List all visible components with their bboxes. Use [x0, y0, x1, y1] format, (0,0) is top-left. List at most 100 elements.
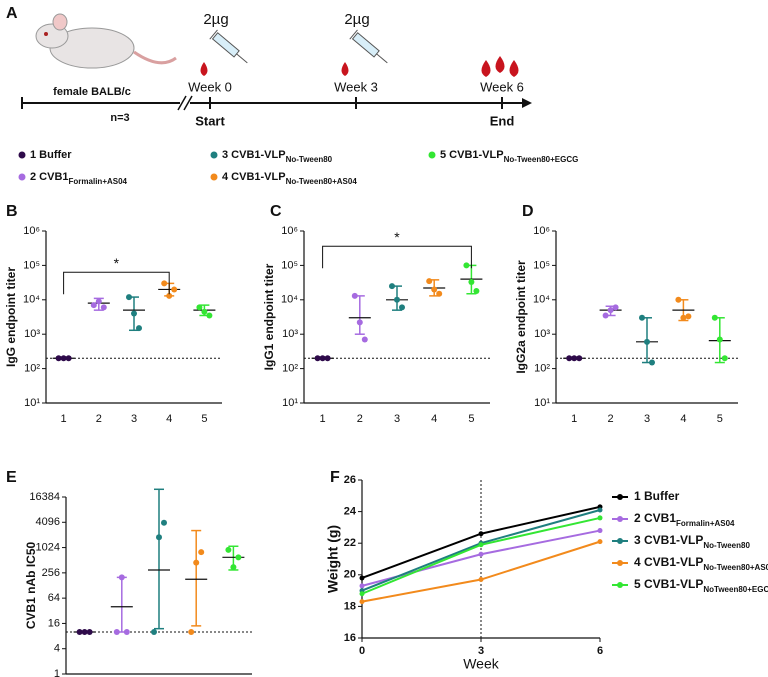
significance-bracket — [63, 271, 170, 295]
data-point — [123, 629, 130, 636]
significance-label: * — [394, 229, 400, 245]
x-axis-label: Week — [463, 656, 500, 672]
data-point — [136, 325, 142, 332]
legend-marker — [428, 151, 436, 159]
y-tick-label: 24 — [344, 506, 357, 518]
data-point — [156, 534, 162, 541]
x-tick-label: 4 — [431, 413, 437, 425]
panel-letter: A — [6, 5, 18, 22]
y-tick-label: 10² — [534, 363, 550, 375]
legend-marker — [18, 173, 26, 181]
label-name: 2 CVB1 — [30, 171, 69, 183]
data-point — [716, 336, 723, 343]
y-tick-label: 16 — [48, 617, 60, 629]
y-tick-label: 10³ — [282, 328, 298, 340]
x-tick-label: 3 — [644, 413, 650, 425]
x-tick-label: 2 — [608, 413, 614, 425]
y-tick-label: 10² — [24, 363, 40, 375]
y-tick-label: 4096 — [36, 516, 60, 528]
label-subscript: No-Tween80+AS04 — [703, 563, 768, 572]
x-tick-label: 3 — [394, 413, 400, 425]
y-tick-label: 256 — [42, 567, 60, 579]
data-point — [426, 278, 433, 285]
label-subscript: Formalin+AS04 — [69, 177, 128, 186]
data-point — [612, 304, 619, 311]
data-point — [597, 515, 603, 521]
axis-break — [183, 95, 193, 111]
blood-drop — [481, 60, 491, 77]
significance-label: * — [114, 255, 120, 271]
y-tick-label: 10⁴ — [533, 294, 550, 306]
label-name: 5 CVB1-VLP — [440, 149, 504, 161]
y-tick-label: 26 — [344, 474, 356, 486]
x-tick-label: 2 — [357, 413, 363, 425]
group-size: n=3 — [110, 112, 129, 124]
data-point — [359, 591, 365, 597]
data-point — [55, 355, 62, 362]
blood-drop — [509, 60, 519, 77]
data-point — [468, 278, 475, 285]
data-point — [478, 577, 484, 583]
panel-letter: B — [6, 203, 18, 220]
end-label: End — [490, 113, 515, 128]
legend-marker — [210, 173, 218, 181]
data-point — [65, 355, 72, 362]
data-point — [359, 599, 365, 605]
data-point — [680, 314, 687, 321]
syringe — [209, 29, 248, 64]
dose-label: 2µg — [203, 11, 228, 28]
data-point — [399, 304, 405, 311]
x-tick-label: 2 — [96, 413, 102, 425]
data-point — [394, 296, 400, 303]
week-label: Week 6 — [480, 79, 524, 94]
data-point — [431, 286, 438, 293]
y-tick-label: 20 — [344, 569, 356, 581]
data-point — [597, 507, 603, 513]
data-point — [196, 304, 203, 311]
data-point — [188, 629, 195, 636]
mouse-label: female BALB/c — [53, 86, 131, 98]
legend-marker — [210, 151, 218, 159]
data-point — [131, 310, 137, 317]
data-point — [602, 312, 609, 319]
legend-marker — [617, 582, 623, 588]
y-tick-label: 10⁶ — [23, 225, 40, 237]
data-point — [319, 355, 326, 362]
label-subscript: No-Tween80+EGCG — [504, 155, 579, 164]
data-point — [597, 539, 603, 545]
syringe — [349, 29, 388, 64]
y-tick-label: 16384 — [29, 491, 60, 503]
legend-label: 5 CVB1-VLPNoTween80+EGCG — [634, 577, 768, 593]
label-subscript: NoTween80+EGCG — [703, 585, 768, 594]
y-tick-label: 10⁶ — [533, 225, 550, 237]
data-point — [576, 355, 583, 362]
data-point — [361, 336, 368, 343]
label-name: 3 CVB1-VLP — [634, 533, 703, 547]
data-point — [161, 519, 167, 526]
data-point — [126, 294, 132, 301]
data-point — [166, 292, 173, 299]
data-point — [478, 551, 484, 557]
label-name: 5 CVB1-VLP — [634, 577, 703, 591]
data-point — [198, 549, 205, 556]
y-tick-label: 10⁴ — [281, 294, 298, 306]
y-tick-label: 10¹ — [282, 397, 298, 409]
y-tick-label: 10⁵ — [281, 259, 298, 271]
y-tick-label: 4 — [54, 643, 60, 655]
axis-break — [177, 95, 187, 111]
mouse-tail — [133, 50, 177, 65]
data-point — [721, 355, 728, 362]
data-point — [314, 355, 321, 362]
data-point — [675, 296, 682, 303]
data-point — [607, 307, 614, 314]
data-point — [161, 280, 168, 287]
panel-letter: E — [6, 469, 17, 486]
data-point — [685, 313, 692, 320]
y-tick-label: 10³ — [534, 328, 550, 340]
y-tick-label: 10⁴ — [23, 294, 40, 306]
blood-drop — [341, 62, 349, 76]
y-tick-label: 10¹ — [24, 397, 40, 409]
legend-marker — [617, 494, 623, 500]
data-point — [359, 575, 365, 581]
legend-marker — [617, 516, 623, 522]
